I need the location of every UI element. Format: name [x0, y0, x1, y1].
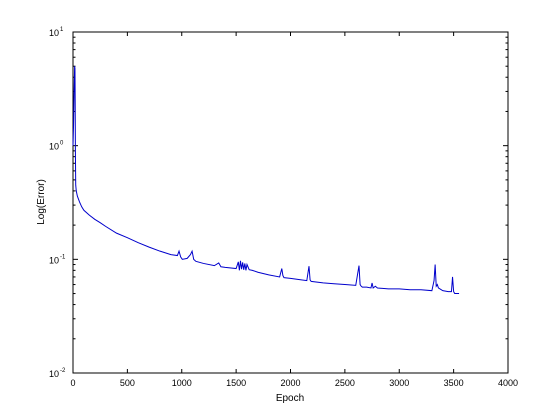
- x-tick-label: 3000: [389, 378, 409, 388]
- x-tick-label: 4000: [498, 378, 518, 388]
- x-tick-label: 500: [120, 378, 135, 388]
- y-tick-exponent: 0: [60, 141, 64, 147]
- y-tick-label: 10: [49, 255, 59, 265]
- x-tick-label: 2500: [335, 378, 355, 388]
- y-tick-label: 10: [49, 28, 59, 38]
- y-axis-label: Log(Error): [36, 179, 47, 225]
- y-tick-label: 10: [49, 369, 59, 379]
- plot-area: [72, 31, 509, 374]
- x-axis-label: Epoch: [276, 393, 304, 404]
- y-tick-exponent: -1: [60, 254, 66, 260]
- x-axis-ticks: 0 500 1000 1500 2000 2500 3000 3500 4000: [70, 32, 518, 388]
- x-tick-label: 3500: [444, 378, 464, 388]
- x-tick-label: 2000: [280, 378, 300, 388]
- y-tick-exponent: 1: [60, 27, 64, 33]
- series-line: [72, 66, 460, 295]
- y-tick-label: 10: [49, 142, 59, 152]
- y-tick-exponent: -2: [60, 368, 66, 374]
- x-tick-label: 1000: [172, 378, 192, 388]
- x-tick-label: 0: [70, 378, 75, 388]
- x-tick-label: 1500: [226, 378, 246, 388]
